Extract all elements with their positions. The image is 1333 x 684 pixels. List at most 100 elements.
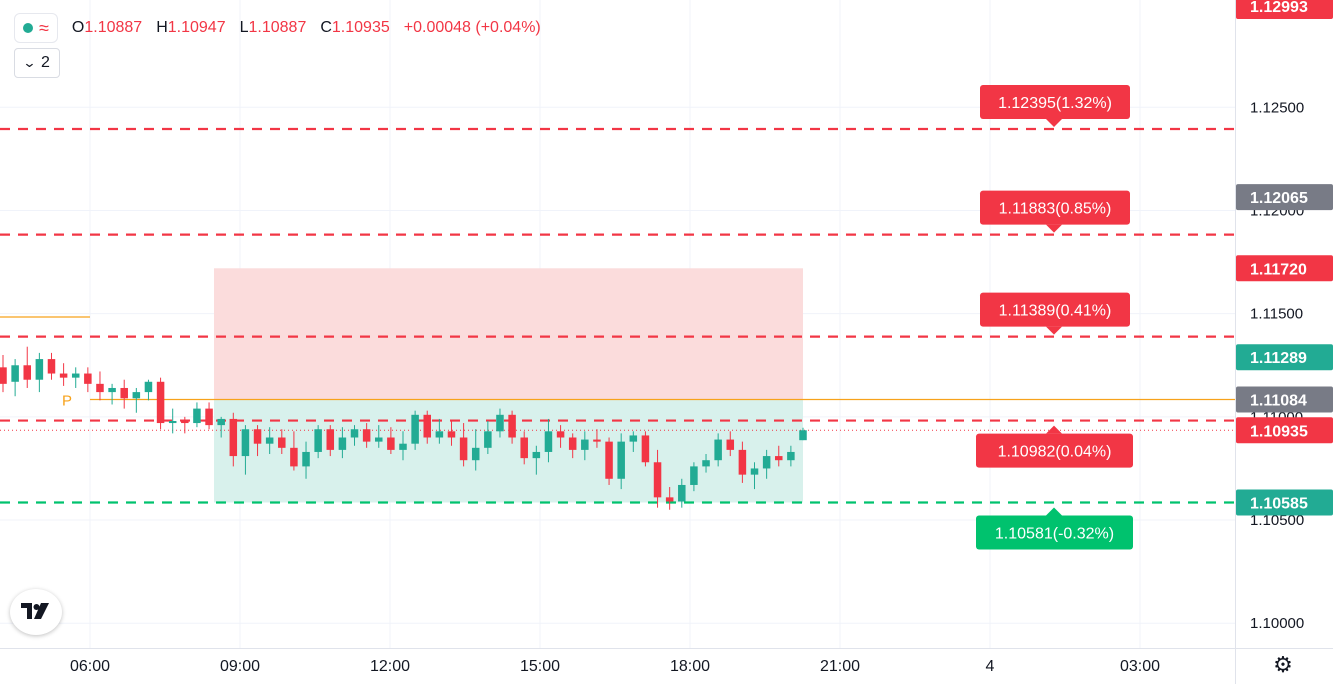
close-value: 1.10935 xyxy=(331,19,390,36)
candle-body xyxy=(678,484,686,502)
candle-body xyxy=(605,441,613,479)
candle-body xyxy=(653,462,662,498)
price-axis-badge: 1.10585 xyxy=(1236,489,1333,516)
time-tick-label: 06:00 xyxy=(70,658,110,675)
candle-body xyxy=(738,449,747,475)
high-key: H xyxy=(156,19,168,36)
candle-body xyxy=(447,431,456,438)
candle-body xyxy=(314,429,322,452)
price-badge-text: 1.11084 xyxy=(1250,393,1307,410)
callout-pointer xyxy=(1046,224,1062,233)
candle-body xyxy=(326,429,335,450)
level-callout: 1.11389(0.41%) xyxy=(980,292,1130,335)
candle-body xyxy=(144,381,153,393)
price-badge-bg xyxy=(1236,184,1333,211)
callout-label: 1.11389(0.41%) xyxy=(999,303,1112,320)
legend-change: +0.00048 (+0.04%) xyxy=(403,19,541,36)
indicators-collapse-button[interactable]: ⌄ 2 xyxy=(14,48,60,78)
candle-body xyxy=(581,439,589,450)
level-callouts: 1.12395(1.32%) 1.11883(0.85%) 1.11389(0.41… xyxy=(976,84,1133,550)
candle-body xyxy=(132,392,141,399)
candle-body xyxy=(593,439,601,442)
candle-body xyxy=(168,420,177,424)
tradingview-logo[interactable] xyxy=(10,589,62,635)
wave-icon: ≈ xyxy=(39,18,49,38)
price-badge-text: 1.12065 xyxy=(1250,190,1308,207)
open-key: O xyxy=(71,19,85,36)
high-value: 1.10947 xyxy=(167,19,226,36)
price-tick-label: 1.10000 xyxy=(1250,615,1304,632)
legend-low: L1.10887 xyxy=(240,19,307,37)
candle-body xyxy=(375,437,383,442)
candle-body xyxy=(568,437,577,450)
candle-body xyxy=(23,365,31,380)
candle-body xyxy=(544,431,553,452)
candle-body xyxy=(484,431,492,448)
candle-body xyxy=(278,437,286,448)
time-tick-label: 15:00 xyxy=(520,658,560,675)
legend-high: H1.10947 xyxy=(156,19,225,37)
candle-body xyxy=(435,431,444,438)
candle-body xyxy=(665,497,674,502)
candle-body xyxy=(520,437,528,459)
candle-body xyxy=(120,387,128,399)
level-callout: 1.12395(1.32%) xyxy=(980,84,1130,127)
candle-body xyxy=(775,456,783,461)
candle-body xyxy=(350,429,359,438)
candle-body xyxy=(508,414,516,438)
callout-box xyxy=(976,433,1133,468)
price-badge-bg xyxy=(1236,344,1333,371)
candle-body xyxy=(253,429,262,444)
callout-pointer xyxy=(1046,507,1062,516)
callout-box xyxy=(976,515,1133,550)
candle-body xyxy=(762,456,771,469)
legend-open: O1.10887 xyxy=(72,19,142,37)
candle-body xyxy=(11,365,19,382)
callout-label: 1.11883(0.85%) xyxy=(999,201,1112,218)
candle-body xyxy=(423,414,431,438)
legend-close: C1.10935 xyxy=(320,19,389,37)
open-value: 1.10887 xyxy=(84,19,143,36)
level-callout: 1.11883(0.85%) xyxy=(980,190,1130,233)
candle-body xyxy=(217,418,225,426)
candle-body xyxy=(787,451,795,461)
price-tick-label: 1.12500 xyxy=(1250,99,1304,116)
price-axis-badge: 1.12993 xyxy=(1236,0,1333,19)
price-badge-bg xyxy=(1236,489,1333,516)
callout-label: 1.12395(1.32%) xyxy=(998,95,1112,112)
candle-body xyxy=(96,383,104,393)
price-axis-badge: 1.11084 xyxy=(1236,386,1333,413)
level-lines: P xyxy=(0,127,1235,504)
candle-body xyxy=(362,429,371,442)
candle-body xyxy=(193,408,201,424)
callout-pointer xyxy=(1046,326,1062,335)
candle-body xyxy=(241,429,250,457)
candle-body xyxy=(411,414,419,444)
candle-body xyxy=(265,437,274,444)
target-callout: 1.10581(-0.32%) xyxy=(976,507,1133,550)
settings-gear-icon[interactable]: ⚙ xyxy=(1273,652,1293,678)
ohlc-legend: ≈ O1.10887 H1.10947 L1.10887 C1.10935 +0… xyxy=(14,12,541,44)
candle-body xyxy=(229,418,238,457)
series-visibility-toggle[interactable]: ≈ xyxy=(14,13,58,43)
position-zones xyxy=(214,268,803,503)
candle-body xyxy=(702,460,710,467)
price-tick-label: 1.10500 xyxy=(1250,512,1304,529)
candlestick-series xyxy=(0,346,807,510)
candle-body xyxy=(338,437,347,450)
price-axis-badge: 1.10935 xyxy=(1236,417,1333,444)
price-badge-bg xyxy=(1236,0,1333,19)
pivot-label: P xyxy=(62,393,72,410)
time-tick-label: 03:00 xyxy=(1120,658,1160,675)
callout-label: 1.10581(-0.32%) xyxy=(995,526,1114,543)
candle-body xyxy=(108,387,116,393)
candle-body xyxy=(290,447,298,467)
indicator-count: 2 xyxy=(41,54,50,71)
callout-box xyxy=(980,190,1130,225)
target-callout: 1.10982(0.04%) xyxy=(976,425,1133,468)
price-axis-badge: 1.11720 xyxy=(1236,255,1333,282)
candle-body xyxy=(35,359,44,380)
candle-body xyxy=(47,359,56,374)
